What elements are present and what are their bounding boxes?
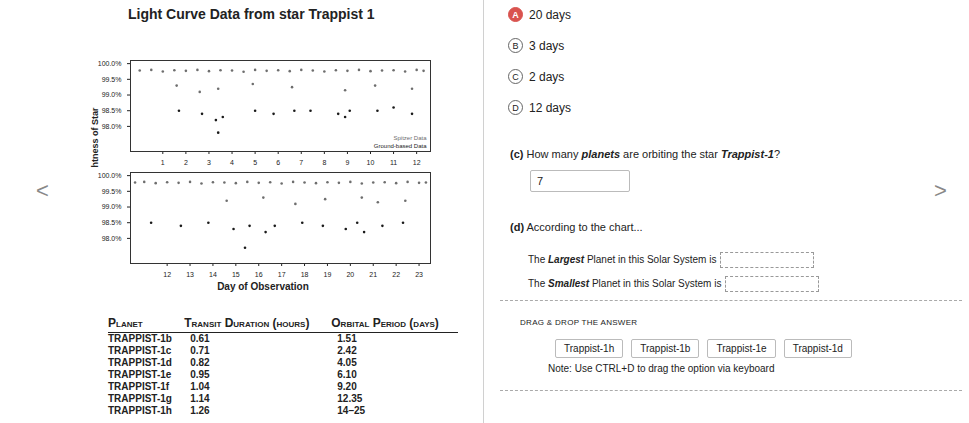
svg-text:18: 18: [301, 271, 309, 278]
html-text:D: D: [512, 102, 519, 113]
svg-text:100.0%: 100.0%: [98, 172, 122, 179]
html-text:20 days: 20 days: [529, 7, 571, 22]
html-text:Orbital Period (days): Orbital Period (days): [331, 316, 439, 330]
html-text:6.10: 6.10: [337, 369, 357, 380]
html-text:1.26: 1.26: [190, 405, 210, 416]
svg-text:3: 3: [207, 159, 211, 166]
html-text:Trappist-1h: Trappist-1h: [564, 343, 615, 354]
html-text:The Smallest Planet in this So: The Smallest Planet in this Solar System…: [528, 277, 722, 289]
html-text:Light Curve Data from star Tra: Light Curve Data from star Trappist 1: [128, 6, 375, 22]
svg-text:5: 5: [253, 159, 257, 166]
svg-text:1: 1: [161, 159, 165, 166]
html-text:Trappist-1d: Trappist-1d: [792, 343, 843, 354]
svg-text:99.5%: 99.5%: [102, 76, 122, 83]
svg-text:14: 14: [209, 271, 217, 278]
html-text:The Largest Planet in this Sol: The Largest Planet in this Solar System …: [528, 253, 717, 265]
html-text:TRAPPIST-1g: TRAPPIST-1g: [108, 393, 172, 404]
svg-text:98.5%: 98.5%: [102, 107, 122, 114]
html-text:2.42: 2.42: [337, 345, 357, 356]
html-text:Relative Brightness of Star: Relative Brightness of Star: [90, 107, 100, 223]
html-text:(c) How many planets are orbit: (c) How many planets are orbiting the st…: [510, 148, 781, 160]
html-text:1.14: 1.14: [190, 393, 210, 404]
html-text:(d) According to the chart...: (d) According to the chart...: [510, 221, 643, 233]
html-text:TRAPPIST-1e: TRAPPIST-1e: [108, 369, 172, 380]
html-text:0.82: 0.82: [190, 357, 210, 368]
html-text:Trappist-1b: Trappist-1b: [640, 343, 691, 354]
svg-text:99.0%: 99.0%: [102, 91, 122, 98]
svg-text:4: 4: [230, 159, 234, 166]
svg-text:20: 20: [346, 271, 354, 278]
html-text:Transit Duration (hours): Transit Duration (hours): [184, 316, 310, 330]
html-text:7: 7: [537, 175, 544, 187]
html-text:A: A: [512, 9, 519, 20]
svg-text:15: 15: [232, 271, 240, 278]
svg-text:99.0%: 99.0%: [102, 203, 122, 210]
svg-text:22: 22: [392, 271, 400, 278]
svg-text:98.0%: 98.0%: [102, 123, 122, 130]
svg-text:10: 10: [367, 159, 375, 166]
svg-text:8: 8: [322, 159, 326, 166]
svg-text:12: 12: [163, 271, 171, 278]
html-text:1.51: 1.51: [337, 333, 357, 344]
svg-text:13: 13: [186, 271, 194, 278]
svg-text:21: 21: [369, 271, 377, 278]
html-text:B: B: [512, 40, 519, 51]
html-text:Trappist-1e: Trappist-1e: [716, 343, 767, 354]
html-text:9.20: 9.20: [337, 381, 357, 392]
html-text:0.95: 0.95: [190, 369, 210, 380]
html-text:12.35: 12.35: [337, 393, 363, 404]
svg-text:6: 6: [276, 159, 280, 166]
html-text:DRAG & DROP THE ANSWER: DRAG & DROP THE ANSWER: [520, 318, 638, 327]
html-text:0.61: 0.61: [190, 333, 210, 344]
html-text:TRAPPIST-1d: TRAPPIST-1d: [108, 357, 172, 368]
html-text:TRAPPIST-1h: TRAPPIST-1h: [108, 405, 172, 416]
html-text:Planet: Planet: [108, 316, 143, 330]
svg-text:Spitzer Data: Spitzer Data: [393, 135, 427, 141]
html-text:TRAPPIST-1b: TRAPPIST-1b: [108, 333, 172, 344]
html-text:14–25: 14–25: [337, 405, 366, 416]
svg-text:9: 9: [345, 159, 349, 166]
html-text:3 days: 3 days: [529, 38, 565, 53]
html-text:2 days: 2 days: [529, 69, 565, 84]
html-text:0.71: 0.71: [190, 345, 210, 356]
svg-text:100.0%: 100.0%: [98, 60, 122, 67]
svg-text:23: 23: [415, 271, 423, 278]
svg-text:19: 19: [324, 271, 332, 278]
html-text:4.05: 4.05: [337, 357, 357, 368]
svg-text:7: 7: [299, 159, 303, 166]
svg-text:98.0%: 98.0%: [102, 235, 122, 242]
svg-text:Ground-based Data: Ground-based Data: [374, 143, 427, 149]
svg-text:11: 11: [390, 159, 397, 166]
html-text:Note: Use CTRL+D to drag the o: Note: Use CTRL+D to drag the option via …: [548, 363, 775, 374]
svg-text:98.5%: 98.5%: [102, 219, 122, 226]
html-text:1.04: 1.04: [190, 381, 210, 392]
html-text:TRAPPIST-1f: TRAPPIST-1f: [108, 381, 170, 392]
html-text:Day of Observation: Day of Observation: [217, 281, 309, 292]
svg-text:17: 17: [278, 271, 286, 278]
svg-text:2: 2: [184, 159, 188, 166]
svg-text:12: 12: [413, 159, 421, 166]
svg-text:99.5%: 99.5%: [102, 188, 122, 195]
html-text:C: C: [512, 71, 519, 82]
svg-text:16: 16: [255, 271, 263, 278]
html-text:12 days: 12 days: [529, 100, 571, 115]
html-text:TRAPPIST-1c: TRAPPIST-1c: [108, 345, 172, 356]
